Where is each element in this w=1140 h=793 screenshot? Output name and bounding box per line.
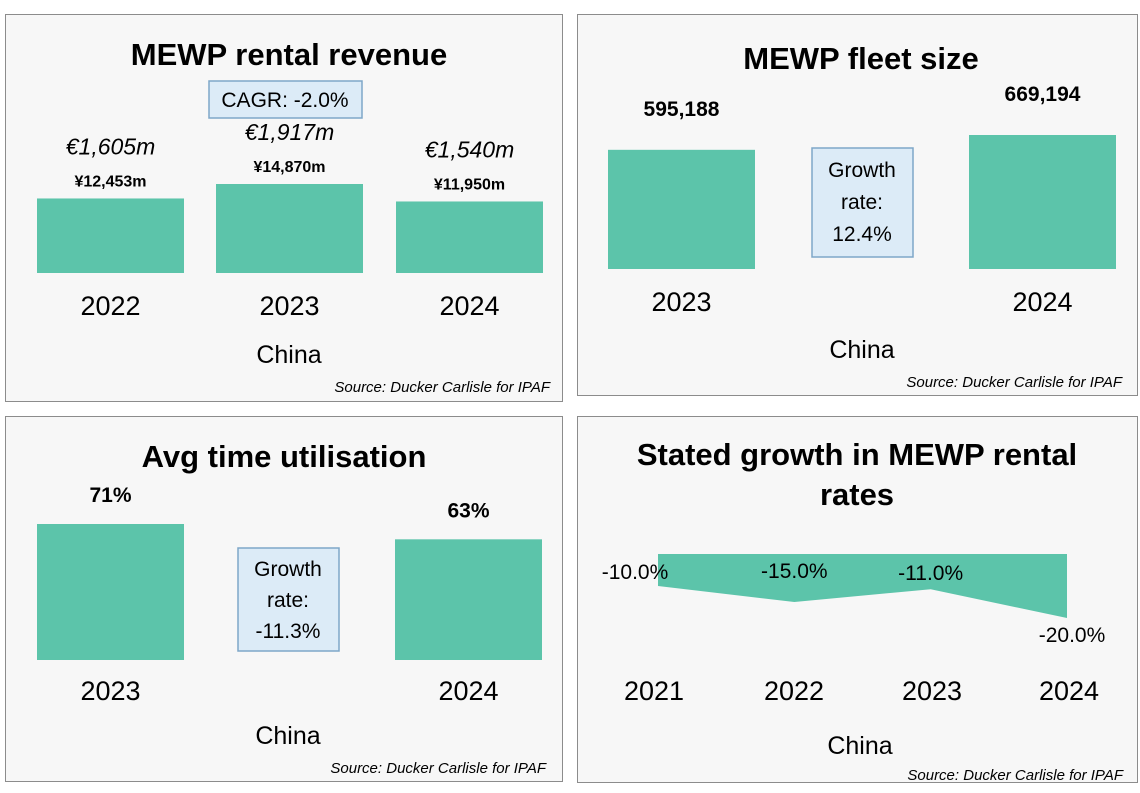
bar-2023 <box>608 149 755 269</box>
bar-2023 <box>216 184 363 273</box>
source-note: Source: Ducker Carlisle for IPAF <box>907 767 1123 783</box>
rental-rate-growth-chart: Stated growth in MEWP rental rates -10.0… <box>602 437 1124 783</box>
data-label: -15.0% <box>761 560 828 583</box>
data-label: 63% <box>447 499 489 522</box>
bar-2024 <box>396 201 543 273</box>
x-tick-label: 2024 <box>1012 287 1072 317</box>
source-note: Source: Ducker Carlisle for IPAF <box>334 379 550 396</box>
x-tick-label: 2023 <box>651 287 711 317</box>
data-label: 595,188 <box>644 98 720 121</box>
bar-2023 <box>37 524 184 660</box>
data-label-eur: €1,540m <box>425 136 515 162</box>
cagr-callout-box <box>208 80 363 119</box>
chart-title: MEWP rental revenue <box>131 37 447 72</box>
growth-callout-line-3: 12.4% <box>832 223 892 246</box>
time-utilisation-chart: Avg time utilisation Growth rate: -11.3%… <box>37 439 547 777</box>
data-label: -10.0% <box>602 561 669 584</box>
rental-revenue-panel: MEWP rental revenue CAGR: -2.0% ¥12,453m… <box>5 14 563 402</box>
data-label-cny: ¥11,950m <box>434 176 505 193</box>
source-note: Source: Ducker Carlisle for IPAF <box>330 760 546 777</box>
bar-2024 <box>395 539 542 660</box>
x-tick-label: 2023 <box>259 291 319 321</box>
rental-revenue-chart: MEWP rental revenue CAGR: -2.0% ¥12,453m… <box>37 37 551 396</box>
data-label: 669,194 <box>1005 83 1081 106</box>
bar-2022 <box>37 198 184 273</box>
time-utilisation-panel: Avg time utilisation Growth rate: -11.3%… <box>5 416 563 782</box>
source-note: Source: Ducker Carlisle for IPAF <box>906 374 1122 391</box>
growth-callout-box <box>811 147 914 258</box>
x-tick-label: 2024 <box>1039 676 1099 706</box>
chart-title-line-2: rates <box>820 477 894 512</box>
data-label: -20.0% <box>1039 624 1106 647</box>
growth-callout-box <box>237 547 340 652</box>
x-tick-label: 2023 <box>902 676 962 706</box>
chart-title: MEWP fleet size <box>743 41 978 76</box>
fleet-size-panel: MEWP fleet size Growth rate: 12.4% 595,1… <box>577 14 1138 396</box>
fleet-size-chart: MEWP fleet size Growth rate: 12.4% 595,1… <box>608 41 1123 391</box>
x-tick-label: 2022 <box>764 676 824 706</box>
chart-title-line-1: Stated growth in MEWP rental <box>637 437 1077 472</box>
growth-callout-line-1: Growth <box>828 159 896 182</box>
data-label-cny: ¥12,453m <box>74 173 146 190</box>
x-tick-label: 2024 <box>438 676 498 706</box>
data-label-eur: €1,917m <box>245 119 335 145</box>
x-axis-label: China <box>827 732 892 760</box>
data-label-eur: €1,605m <box>66 133 156 159</box>
chart-title: Avg time utilisation <box>142 439 427 474</box>
bar-2024 <box>969 135 1116 269</box>
data-label-cny: ¥14,870m <box>253 159 325 176</box>
x-tick-label: 2023 <box>80 676 140 706</box>
x-tick-label: 2021 <box>624 676 684 706</box>
x-axis-label: China <box>255 722 320 750</box>
rental-rate-growth-panel: Stated growth in MEWP rental rates -10.0… <box>577 416 1138 783</box>
cagr-callout-text: CAGR: -2.0% <box>221 89 348 112</box>
growth-callout-line-2: rate: <box>267 589 309 612</box>
data-label: 71% <box>89 484 131 507</box>
growth-callout-line-2: rate: <box>841 191 883 214</box>
x-axis-label: China <box>829 336 894 364</box>
growth-callout-line-3: -11.3% <box>256 620 321 643</box>
x-tick-label: 2024 <box>439 291 499 321</box>
area-series <box>658 554 1067 618</box>
data-label: -11.0% <box>898 562 963 585</box>
growth-callout-line-1: Growth <box>254 558 322 581</box>
x-tick-label: 2022 <box>80 291 140 321</box>
x-axis-label: China <box>256 341 321 369</box>
